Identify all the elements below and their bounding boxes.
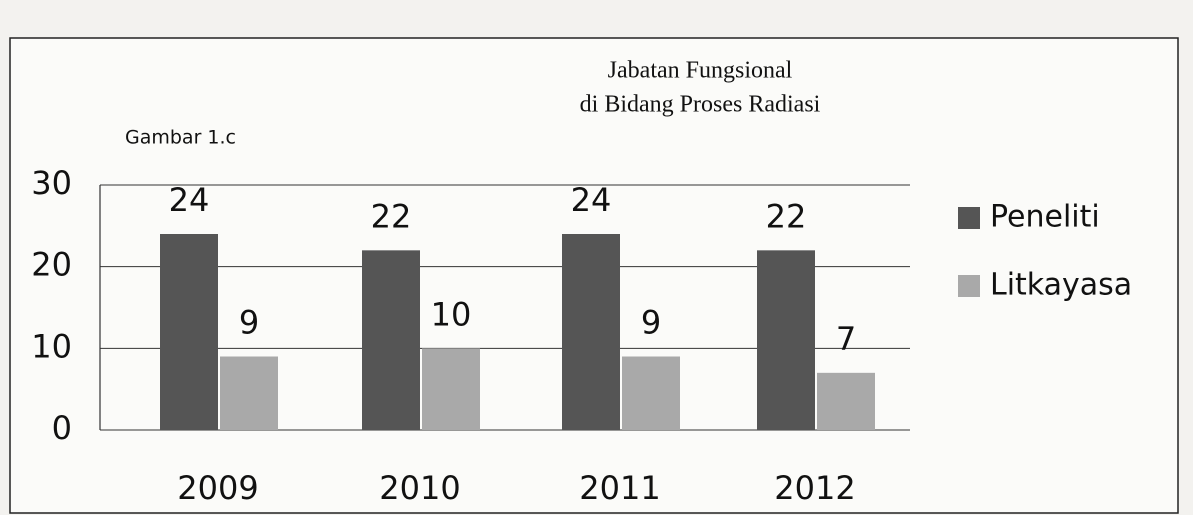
data-label: 9 — [239, 304, 259, 342]
bar — [757, 250, 815, 430]
legend-label: Litkayasa — [990, 268, 1132, 303]
data-label: 24 — [571, 181, 612, 219]
x-tick-label: 2011 — [579, 469, 660, 507]
data-label: 9 — [641, 304, 661, 342]
data-label: 22 — [371, 197, 412, 235]
annotation: Gambar 1.c — [125, 127, 236, 149]
data-label: 22 — [766, 197, 807, 235]
x-tick-label: 2012 — [774, 469, 855, 507]
bar — [562, 234, 620, 430]
legend-swatch — [958, 275, 980, 297]
y-tick-label: 0 — [52, 409, 72, 447]
bar — [362, 250, 420, 430]
data-label: 24 — [169, 181, 210, 219]
legend-label: Peneliti — [990, 200, 1100, 235]
y-tick-label: 20 — [31, 246, 72, 284]
y-tick-label: 30 — [31, 164, 72, 202]
legend-swatch — [958, 207, 980, 229]
bar — [422, 348, 480, 430]
data-label: 10 — [431, 295, 472, 333]
bar — [817, 372, 875, 430]
data-label: 7 — [836, 320, 856, 358]
y-tick-label: 10 — [31, 327, 72, 365]
bar — [622, 356, 680, 430]
chart-title: di Bidang Proses Radiasi — [580, 92, 821, 118]
bar — [160, 234, 218, 430]
x-tick-label: 2010 — [379, 469, 460, 507]
bar — [220, 356, 278, 430]
x-tick-label: 2009 — [177, 469, 258, 507]
chart-title: Jabatan Fungsional — [608, 58, 793, 84]
